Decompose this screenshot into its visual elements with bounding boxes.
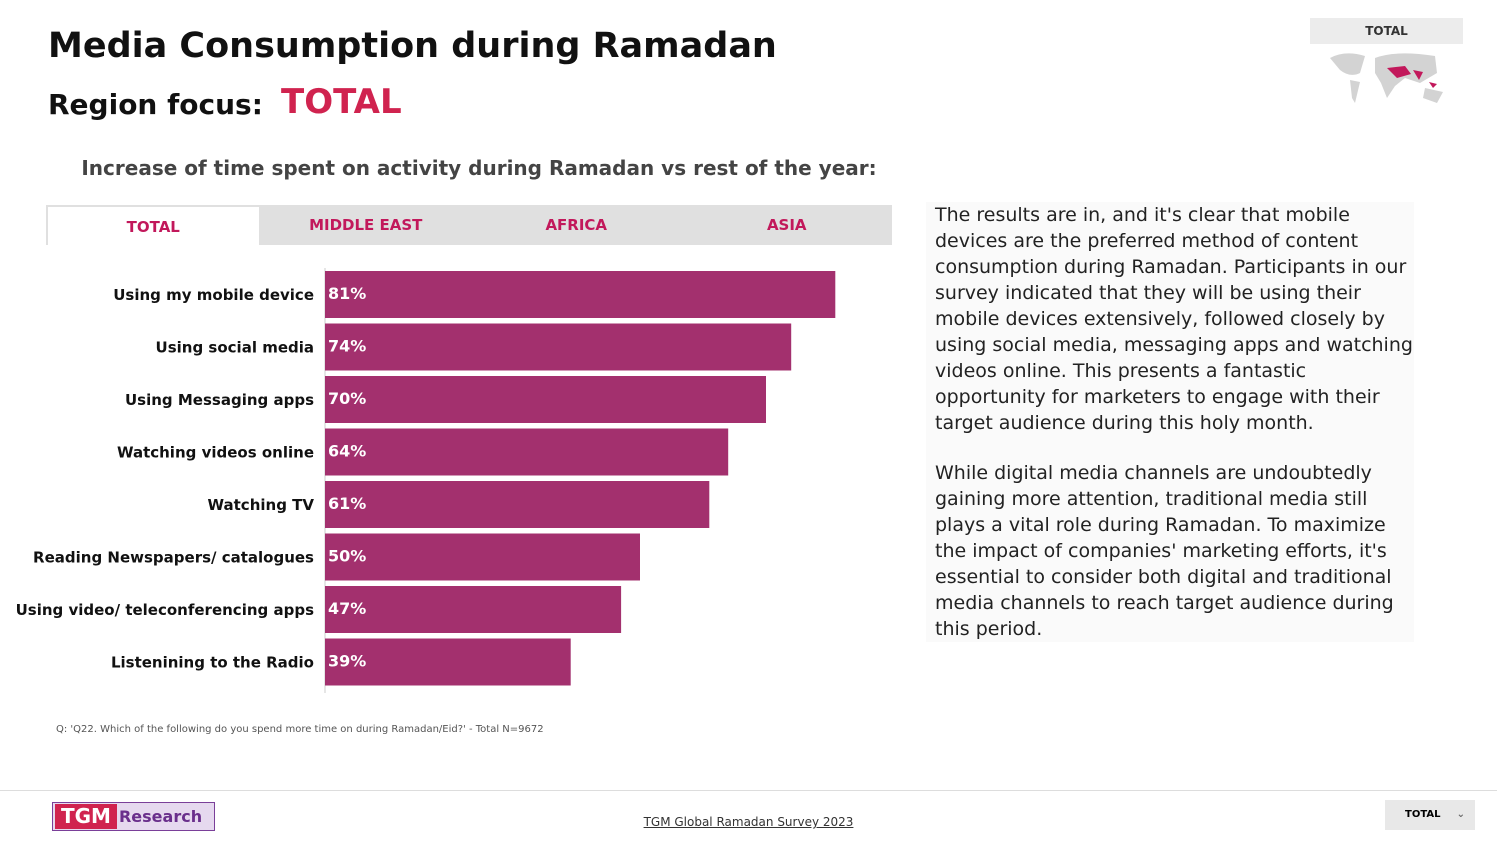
bar: [325, 323, 792, 371]
category-label: Using social media: [156, 339, 314, 357]
source: TGM Global Ramadan Survey 2023: [643, 815, 854, 829]
category-label: Watching TV: [208, 496, 315, 514]
tab[interactable]: AFRICA: [545, 216, 608, 234]
world-map: [1330, 53, 1443, 103]
page-title: Media Consumption during Ramadan: [48, 26, 777, 66]
map-label: TOTAL: [1310, 18, 1463, 44]
bar: [325, 376, 766, 423]
value-label: 70%: [328, 389, 366, 408]
category-label: Using my mobile device: [113, 286, 314, 304]
paragraph: The results are in, and it's clear that …: [935, 204, 1413, 434]
chart: Using my mobile device 81% Using social me…: [16, 268, 836, 693]
logo-sub: Research: [118, 807, 203, 826]
footer-divider: [0, 790, 1497, 791]
dropdown[interactable]: TOTAL ⌄: [1385, 800, 1475, 830]
logo-main: TGM: [55, 804, 117, 829]
bar: [325, 533, 640, 581]
note: Q: 'Q22. Which of the following do you s…: [56, 724, 544, 735]
value-label: 81%: [328, 284, 366, 303]
category-label: Using video/ teleconferencing apps: [16, 601, 314, 619]
category-label: Reading Newspapers/ catalogues: [33, 549, 314, 567]
chevron: ⌄: [1456, 809, 1465, 820]
tab[interactable]: ASIA: [766, 216, 807, 234]
bar: [325, 638, 571, 686]
value-label: 64%: [328, 442, 366, 461]
bar: [325, 271, 836, 318]
tab[interactable]: TOTAL: [46, 205, 261, 245]
paragraph: While digital media channels are undoubt…: [935, 462, 1394, 640]
bar: [325, 428, 729, 476]
bar: [325, 586, 622, 633]
value-label: 39%: [328, 652, 366, 671]
logo: TGM Research: [52, 802, 215, 831]
text-panel: The results are in, and it's clear that …: [926, 202, 1414, 642]
value-label: 47%: [328, 599, 366, 618]
chart-title: Increase of time spent on activity durin…: [81, 156, 877, 180]
tab[interactable]: MIDDLE EAST: [309, 216, 423, 234]
region-label: Region focus:: [48, 88, 263, 121]
category-label: Watching videos online: [117, 444, 314, 462]
dropdown-value: TOTAL: [1405, 809, 1441, 820]
value-label: 61%: [328, 494, 366, 513]
bar: [325, 481, 710, 528]
tab-bar: TOTAL MIDDLE EAST AFRICA ASIA: [46, 205, 892, 245]
category-label: Listenining to the Radio: [111, 654, 314, 672]
region-value: TOTAL: [281, 82, 402, 122]
value-label: 74%: [328, 337, 366, 356]
value-label: 50%: [328, 547, 366, 566]
map-widget[interactable]: TOTAL: [1310, 18, 1463, 113]
category-label: Using Messaging apps: [125, 391, 314, 409]
